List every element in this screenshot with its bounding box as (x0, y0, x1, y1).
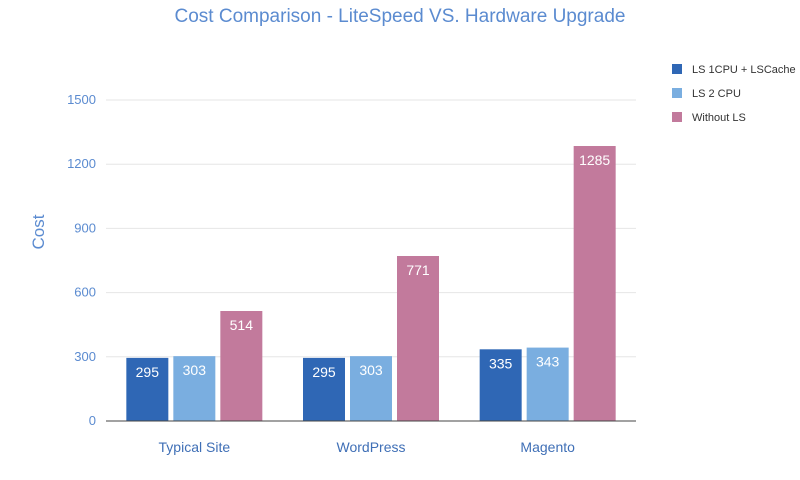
bar (397, 256, 439, 421)
chart-title: Cost Comparison - LiteSpeed VS. Hardware… (175, 6, 626, 27)
y-tick-label: 600 (74, 285, 96, 300)
bar (526, 347, 569, 421)
data-label: 771 (406, 262, 430, 278)
x-axis-ticks: Typical Site WordPress Magento (159, 439, 576, 455)
y-tick-label: 300 (74, 349, 96, 364)
bar (479, 349, 522, 421)
bar (220, 311, 263, 421)
legend: LS 1CPU + LSCache LS 2 CPU Without LS (672, 64, 796, 124)
bar (173, 356, 216, 421)
y-axis-label: Cost (29, 214, 48, 249)
bar (126, 357, 169, 421)
legend-label: LS 1CPU + LSCache (692, 64, 796, 76)
data-label: 335 (489, 355, 513, 371)
y-tick-label: 1500 (67, 92, 96, 107)
legend-label: Without LS (692, 112, 746, 124)
data-label: 295 (136, 364, 160, 380)
data-label: 303 (359, 362, 383, 378)
data-label: 343 (536, 354, 560, 370)
bar (350, 356, 392, 421)
legend-label: LS 2 CPU (692, 88, 741, 100)
x-tick-label: Magento (520, 439, 575, 455)
bar (573, 146, 616, 421)
data-label: 295 (312, 364, 336, 380)
data-label: 514 (230, 317, 254, 333)
data-label: 1285 (579, 152, 610, 168)
legend-swatch (672, 88, 682, 98)
y-tick-label: 1200 (67, 156, 96, 171)
y-tick-label: 0 (89, 413, 96, 428)
bar (303, 357, 345, 421)
gridlines (106, 99, 636, 358)
y-tick-label: 900 (74, 220, 96, 235)
legend-swatch (672, 64, 682, 74)
data-label: 303 (183, 362, 207, 378)
bars (126, 146, 616, 421)
x-tick-label: Typical Site (159, 439, 231, 455)
x-tick-label: WordPress (337, 439, 406, 455)
legend-swatch (672, 112, 682, 122)
data-labels: 295 303 514 295 303 771 335 343 1285 (136, 152, 611, 380)
y-axis-ticks: 0 300 600 900 1200 1500 (67, 92, 96, 428)
